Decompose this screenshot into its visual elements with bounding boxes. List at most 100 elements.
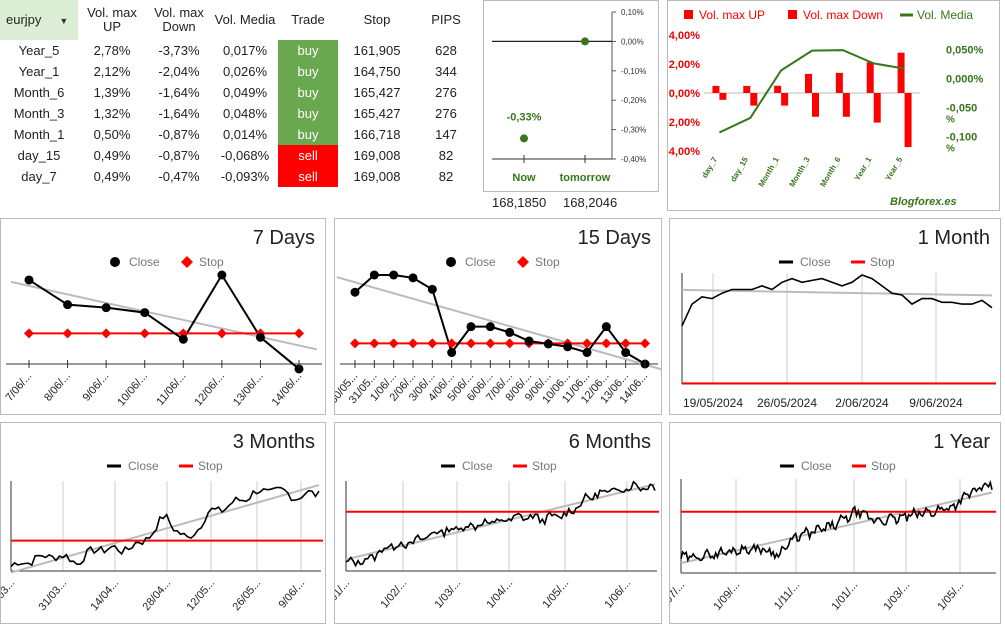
x-tick-label: 1/01/... bbox=[335, 577, 352, 610]
chart-title: 1 Month bbox=[917, 227, 990, 249]
trade-cell: buy bbox=[278, 124, 338, 145]
vol-up-cell: 2,12% bbox=[93, 64, 131, 79]
y-tick-label-left: 0,00% bbox=[669, 88, 700, 100]
pair-selector[interactable]: eurjpy ▼ bbox=[0, 0, 78, 40]
close-line bbox=[354, 274, 646, 365]
legend-swatch bbox=[788, 10, 797, 19]
legend-label: Close bbox=[801, 459, 832, 473]
x-tick-label: 12/05... bbox=[185, 577, 218, 613]
legend-label: Close bbox=[129, 255, 160, 269]
x-tick-label: 31/03... bbox=[37, 577, 70, 613]
close-point bbox=[447, 348, 457, 358]
table-row: Year_1 2,12% -2,04% 0,026% buy 164,750 344 bbox=[0, 61, 476, 82]
y-tick-label-right: 0,050% bbox=[946, 45, 984, 57]
legend-swatch bbox=[684, 10, 693, 19]
period-cell: Month_6 bbox=[13, 85, 65, 100]
x-tick-label: Year_1 bbox=[853, 155, 874, 182]
forecast-price-now: 168,1850 bbox=[492, 195, 547, 210]
x-tick-label: 1/11/... bbox=[772, 579, 802, 612]
x-tick-label: Month_1 bbox=[757, 155, 782, 188]
x-tick-label: 10/06/... bbox=[115, 370, 150, 408]
legend-label: Stop bbox=[870, 255, 895, 269]
close-point bbox=[217, 270, 227, 280]
stop-point bbox=[101, 328, 112, 339]
header-vol-down: Vol. max Down bbox=[154, 5, 204, 34]
x-tick-label: 1/03/... bbox=[881, 579, 912, 612]
chart-title: 6 Months bbox=[568, 431, 651, 453]
header-vol-up: Vol. max UP bbox=[87, 5, 137, 34]
chart-svg: Close Stop30/05...31/05...1/06/...2/06/..… bbox=[335, 255, 661, 406]
trade-cell: buy bbox=[278, 103, 338, 124]
close-line bbox=[680, 479, 993, 563]
x-tick-label: 17/03... bbox=[1, 577, 17, 613]
pips-cell: 344 bbox=[435, 64, 457, 79]
signal-table: eurjpy ▼ Vol. max UP Vol. max Down Vol. M… bbox=[0, 0, 476, 187]
vol-up-cell: 0,49% bbox=[93, 169, 131, 184]
y-tick-label: -0,30% bbox=[621, 126, 646, 135]
stop-point bbox=[446, 338, 457, 349]
period-cell: Year_1 bbox=[18, 64, 60, 79]
period-cell: day_15 bbox=[17, 148, 61, 163]
period-cell: Month_3 bbox=[13, 106, 65, 121]
close-point bbox=[369, 270, 379, 280]
vol-down-cell: -2,04% bbox=[158, 64, 200, 79]
vol-up-cell: 0,49% bbox=[93, 148, 131, 163]
stop-point bbox=[504, 338, 515, 349]
close-point bbox=[350, 287, 360, 297]
x-tick-label: 13/06/... bbox=[231, 370, 266, 408]
table-row: Month_3 1,32% -1,64% 0,048% buy 165,427 276 bbox=[0, 103, 476, 124]
data-label: -0,33% bbox=[507, 111, 542, 123]
vol-down-cell: -0,47% bbox=[158, 169, 200, 184]
bar-up bbox=[712, 85, 720, 93]
forecast-svg: 0,10% 0,00% -0,10% -0,20% -0,30% -0,40% Now tom… bbox=[492, 8, 646, 184]
x-tick-label: 11/06/... bbox=[154, 370, 188, 408]
bar-up bbox=[743, 85, 751, 93]
stop-point bbox=[294, 328, 304, 339]
close-point bbox=[563, 342, 573, 352]
y-tick-label-left: 4,00% bbox=[669, 30, 700, 42]
close-point bbox=[140, 308, 150, 318]
close-point bbox=[505, 327, 515, 337]
close-point bbox=[389, 270, 399, 280]
chart-title: 15 Days bbox=[577, 227, 651, 249]
x-tick-label: 1/09/... bbox=[711, 579, 742, 612]
x-tick-label: day_7 bbox=[700, 155, 719, 180]
legend-label: Close bbox=[465, 255, 496, 269]
pips-cell: 82 bbox=[438, 169, 454, 184]
stop-point bbox=[350, 338, 360, 349]
dropdown-arrow-icon[interactable]: ▼ bbox=[59, 15, 69, 26]
y-tick-label: -0,10% bbox=[621, 67, 646, 76]
x-tick-label: tomorrow bbox=[560, 172, 611, 184]
close-line bbox=[345, 480, 656, 568]
chart-1-month: 1 Month Close Stop 19/05/2024 26/05/2024 2/0… bbox=[669, 218, 1001, 415]
legend-label: Vol. max Down bbox=[803, 8, 883, 22]
chart-svg: Close Stop 7/06/... 8/06/... 9/06/... 10/06/.… bbox=[3, 255, 322, 408]
legend-label: Close bbox=[128, 459, 159, 473]
y-tick-label-left: -2,00% bbox=[668, 117, 700, 129]
close-point bbox=[294, 364, 304, 374]
x-tick-label: 26/05... bbox=[231, 577, 264, 613]
x-tick-label: 1/06/... bbox=[602, 577, 633, 610]
stop-point bbox=[466, 338, 476, 349]
close-point bbox=[582, 348, 592, 358]
legend-label: Stop bbox=[535, 255, 560, 269]
forecast-price-tomorrow: 168,2046 bbox=[563, 195, 618, 210]
x-tick-label: Now bbox=[512, 172, 536, 184]
chart-6-months: 6 Months Close Stop 1/01/... 1/02/... 1/03/.… bbox=[334, 422, 662, 624]
chart-7-days: 7 Days Close Stop 7/06/... 8/06/... 9/06/...… bbox=[0, 218, 326, 415]
x-tick-label: Month_6 bbox=[818, 155, 843, 188]
close-point bbox=[427, 284, 437, 294]
table-row: Month_1 0,50% -0,87% 0,014% buy 166,718 147 bbox=[0, 124, 476, 145]
vol-up-cell: 1,39% bbox=[93, 85, 131, 100]
legend-label: Stop bbox=[532, 459, 557, 473]
vol-media-cell: -0,068% bbox=[220, 148, 270, 163]
close-point bbox=[408, 273, 418, 283]
y-tick-label-left: 2,00% bbox=[669, 59, 700, 71]
volatility-svg: Vol. max UP Vol. max Down Vol. Media 4,00% 2… bbox=[668, 8, 984, 208]
vol-media-cell: 0,017% bbox=[222, 43, 268, 58]
bar-up bbox=[897, 52, 905, 93]
header-vol-media: Vol. Media bbox=[214, 12, 276, 27]
bar-down bbox=[812, 93, 819, 117]
pips-cell: 276 bbox=[435, 106, 457, 121]
bar-down bbox=[750, 93, 758, 106]
